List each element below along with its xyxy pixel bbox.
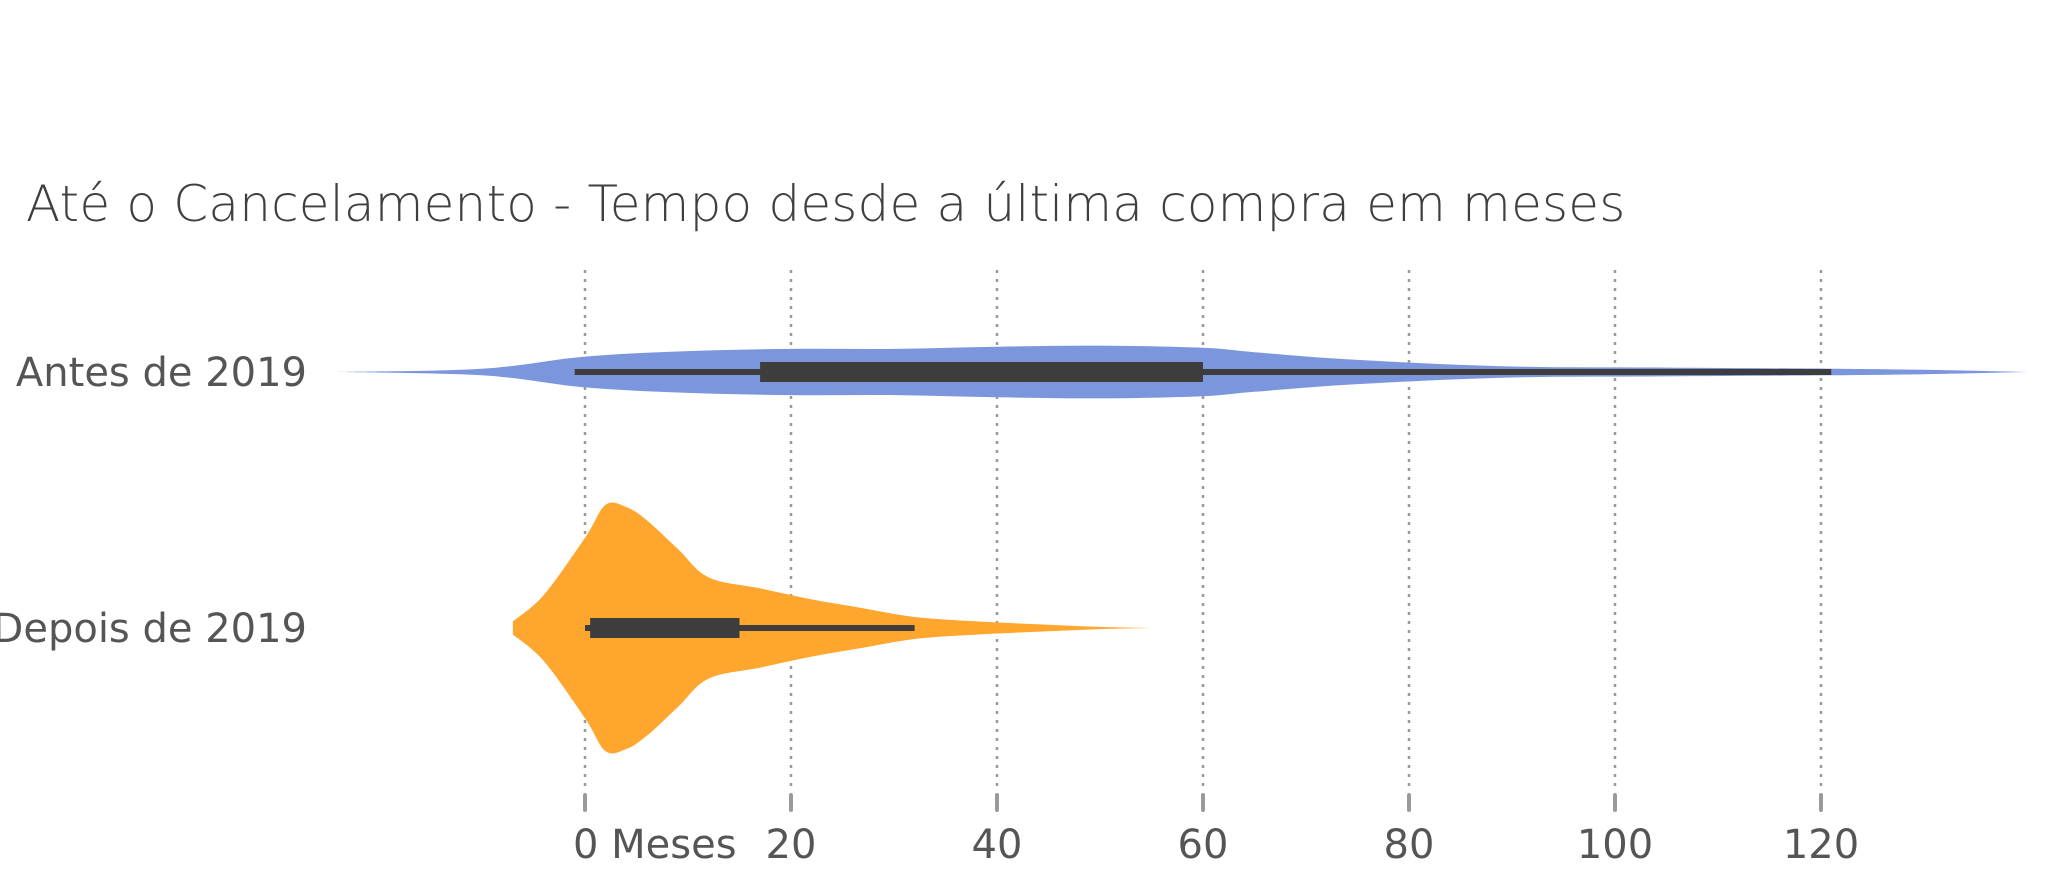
x-tick-label: 100 [1577, 822, 1653, 868]
x-tick-label: 0 Meses [573, 822, 737, 868]
x-tick-label: 80 [1384, 822, 1435, 868]
chart-title: Até o Cancelamento - Tempo desde a últim… [26, 175, 1626, 233]
category-label: Antes de 2019 [16, 350, 307, 396]
x-tick-label: 60 [1178, 822, 1229, 868]
boxplots [574, 362, 1832, 638]
violins [337, 345, 2027, 754]
iqr-box [590, 618, 740, 638]
x-tick-label: 120 [1783, 822, 1859, 868]
x-tick-label: 20 [766, 822, 817, 868]
x-tick-label: 40 [972, 822, 1023, 868]
labels: 0 Meses 20 40 60 80 100 120 Antes de 2019 Depois… [0, 350, 1859, 868]
category-label: Depois de 2019 [0, 606, 307, 652]
iqr-box [760, 362, 1203, 382]
